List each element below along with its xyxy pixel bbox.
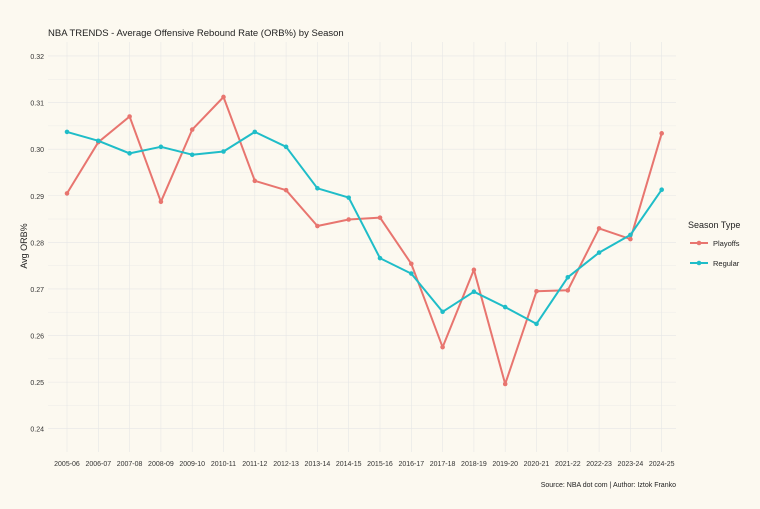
x-tick-label: 2018-19 xyxy=(461,461,487,468)
legend-swatch-point xyxy=(696,260,702,266)
data-point-playoffs xyxy=(221,94,226,100)
series-lines xyxy=(64,94,664,387)
x-tick-label: 2013-14 xyxy=(305,461,331,468)
x-tick-label: 2011-12 xyxy=(242,461,267,468)
legend-label-playoffs: Playoffs xyxy=(713,239,740,248)
y-tick-label: 0.30 xyxy=(30,147,44,154)
data-point-playoffs xyxy=(596,226,602,231)
data-point-playoffs xyxy=(127,114,132,119)
x-tick-label: 2022-23 xyxy=(586,461,612,468)
data-point-playoffs xyxy=(346,217,352,222)
data-point-regular xyxy=(534,321,539,327)
data-point-regular xyxy=(596,250,602,255)
data-point-playoffs xyxy=(565,288,571,293)
y-tick-label: 0.31 xyxy=(30,101,44,108)
series-line-regular xyxy=(66,130,663,325)
data-point-regular xyxy=(283,144,289,150)
data-point-playoffs xyxy=(315,223,320,229)
data-point-regular xyxy=(127,151,132,156)
data-point-playoffs xyxy=(252,178,258,184)
grid xyxy=(48,42,676,452)
data-point-playoffs xyxy=(377,215,383,220)
data-point-playoffs xyxy=(659,131,664,136)
x-tick-label: 2005-06 xyxy=(54,461,80,468)
y-tick-label: 0.29 xyxy=(30,194,44,201)
legend: Season Type Playoffs Regular xyxy=(688,220,740,268)
data-point-regular xyxy=(315,185,320,191)
x-tick-label: 2015-16 xyxy=(367,461,393,468)
x-tick-label: 2008-09 xyxy=(148,461,174,468)
x-tick-label: 2009-10 xyxy=(179,461,205,468)
x-tick-label: 2007-08 xyxy=(117,461,143,468)
data-point-regular xyxy=(440,309,445,315)
series-line-playoffs xyxy=(66,96,663,385)
data-point-regular xyxy=(346,195,352,200)
y-tick-label: 0.32 xyxy=(30,54,44,61)
x-tick-label: 2024-25 xyxy=(649,461,675,468)
data-point-playoffs xyxy=(409,261,414,267)
data-point-regular xyxy=(96,138,101,144)
x-tick-label: 2014-15 xyxy=(336,461,362,468)
x-tick-label: 2023-24 xyxy=(618,461,644,468)
data-point-regular xyxy=(471,289,477,295)
data-point-playoffs xyxy=(440,344,445,350)
y-tick-label: 0.26 xyxy=(30,334,44,341)
chart-title: NBA TRENDS - Average Offensive Rebound R… xyxy=(48,28,344,39)
data-point-regular xyxy=(502,304,508,310)
data-point-playoffs xyxy=(502,381,508,387)
data-point-playoffs xyxy=(628,236,633,242)
x-tick-label: 2010-11 xyxy=(211,461,236,468)
data-point-regular xyxy=(628,232,633,238)
chart-caption: Source: NBA dot com | Author: Iztok Fran… xyxy=(541,482,676,489)
data-point-playoffs xyxy=(64,191,70,196)
data-point-playoffs xyxy=(471,267,477,273)
x-tick-label: 2017-18 xyxy=(430,461,456,468)
x-tick-label: 2016-17 xyxy=(398,461,424,468)
data-point-regular xyxy=(158,144,164,150)
x-tick-label: 2012-13 xyxy=(273,461,299,468)
y-axis-label: Avg ORB% xyxy=(19,223,29,268)
data-point-regular xyxy=(64,129,70,135)
data-point-playoffs xyxy=(534,288,539,294)
x-tick-label: 2021-22 xyxy=(555,461,581,468)
y-axis-ticks: 0.24 0.25 0.26 0.27 0.28 0.29 0.30 0.31 0.32 xyxy=(30,54,44,434)
y-tick-label: 0.24 xyxy=(30,427,44,434)
x-tick-label: 2006-07 xyxy=(85,461,111,468)
data-point-regular xyxy=(377,255,383,261)
legend-label-regular: Regular xyxy=(713,259,740,268)
data-point-playoffs xyxy=(189,127,195,132)
x-axis-ticks: 2005-06 2006-07 2007-08 2008-09 2009-10 2010-… xyxy=(54,461,674,468)
x-tick-label: 2020-21 xyxy=(524,461,550,468)
data-point-regular xyxy=(189,152,195,158)
data-point-regular xyxy=(659,187,664,192)
x-tick-label: 2019-20 xyxy=(492,461,518,468)
y-tick-label: 0.27 xyxy=(30,287,44,294)
legend-swatch-point xyxy=(696,240,702,246)
data-point-playoffs xyxy=(158,199,164,205)
data-point-playoffs xyxy=(283,187,289,193)
data-point-regular xyxy=(409,271,414,276)
data-point-regular xyxy=(252,129,258,135)
data-point-regular xyxy=(221,149,226,154)
data-point-regular xyxy=(565,274,571,280)
legend-title: Season Type xyxy=(688,220,740,230)
y-tick-label: 0.28 xyxy=(30,240,44,247)
y-tick-label: 0.25 xyxy=(30,380,44,387)
